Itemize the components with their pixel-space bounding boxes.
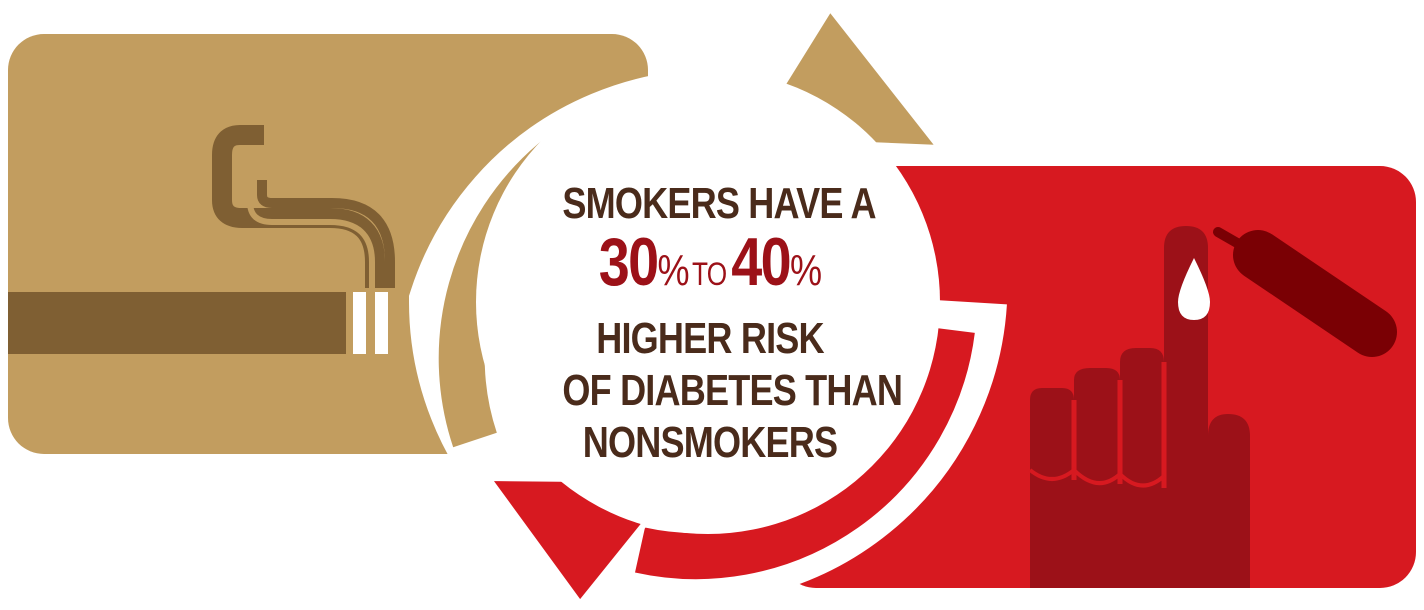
risk-range: 30% TO40% bbox=[562, 228, 857, 311]
low-value: 30 bbox=[598, 224, 659, 300]
high-unit: % bbox=[790, 246, 822, 295]
headline-line-1: SMOKERS HAVE A bbox=[562, 179, 876, 228]
high-value: 40 bbox=[731, 224, 791, 300]
low-unit: % bbox=[657, 246, 689, 295]
finger-blood-drop-icon bbox=[1028, 226, 1397, 588]
circular-arrows-icon bbox=[408, 2, 1007, 610]
headline: SMOKERS HAVE A 30% TO40% HIGHER RISK OF D… bbox=[562, 178, 903, 469]
range-connector: TO bbox=[692, 256, 727, 292]
headline-line-5: NONSMOKERS bbox=[582, 418, 838, 467]
headline-line-4: OF DIABETES THAN bbox=[562, 366, 903, 415]
cigarette-icon bbox=[8, 125, 395, 354]
headline-line-3: HIGHER RISK bbox=[596, 314, 824, 363]
